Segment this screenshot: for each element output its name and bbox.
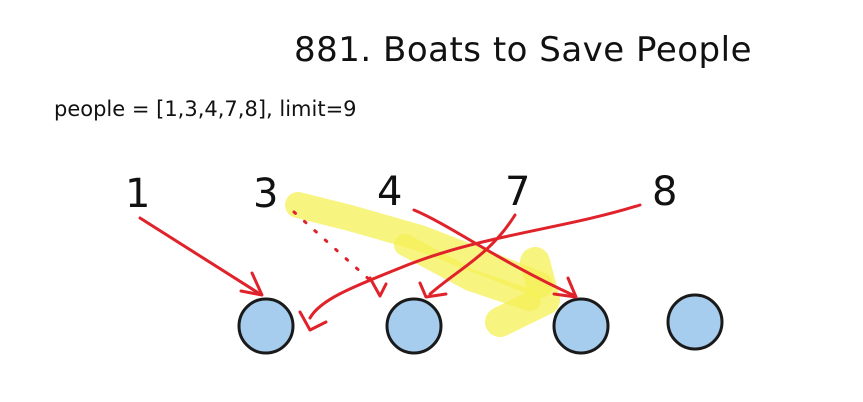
arrow-8-to-boat-1 bbox=[308, 203, 642, 320]
people-weights: 1 3 4 7 8 bbox=[125, 169, 677, 217]
weight-5: 8 bbox=[652, 169, 677, 215]
arrowhead-3 bbox=[368, 276, 388, 298]
arrowhead-4 bbox=[552, 276, 578, 299]
boat-4 bbox=[666, 293, 724, 351]
arrow-1-to-boat-1 bbox=[138, 216, 262, 296]
boat-2 bbox=[385, 297, 443, 355]
weight-1: 1 bbox=[125, 171, 150, 217]
assignment-arrows bbox=[138, 203, 642, 332]
weight-2: 3 bbox=[253, 171, 278, 217]
weight-3: 4 bbox=[377, 169, 402, 215]
dotted-3-to-boat-2 bbox=[292, 210, 374, 284]
boats bbox=[237, 293, 724, 355]
arrowhead-1 bbox=[239, 271, 264, 297]
arrow-4-to-boat-3 bbox=[412, 208, 577, 298]
arrow-7-to-boat-2 bbox=[428, 213, 517, 296]
page-title: 881. Boats to Save People bbox=[294, 30, 752, 70]
arrowhead-8 bbox=[298, 310, 328, 332]
boat-3 bbox=[552, 297, 610, 355]
weight-4: 7 bbox=[505, 169, 530, 215]
input-line: people = [1,3,4,7,8], limit=9 bbox=[54, 97, 357, 121]
boat-1 bbox=[237, 297, 295, 355]
arrowhead-7 bbox=[418, 281, 448, 299]
